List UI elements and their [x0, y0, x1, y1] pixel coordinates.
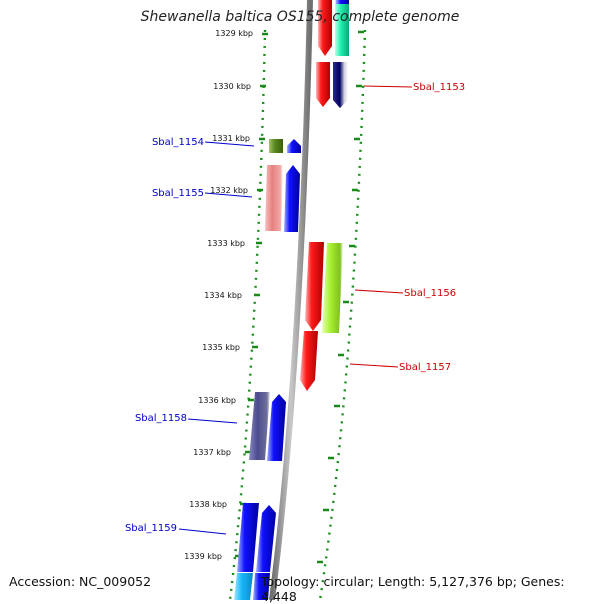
label-leader-line [354, 289, 404, 294]
gene-sbal-1153-region[interactable] [316, 0, 349, 108]
label-leader-line [204, 192, 253, 198]
gene-arrow[interactable] [284, 165, 300, 232]
gene-label-sbal-1159[interactable]: Sbal_1159 [125, 523, 177, 534]
tick-label: 1337 kbp [193, 448, 231, 457]
gene-label-sbal-1158[interactable]: Sbal_1158 [135, 413, 187, 424]
gene-label-sbal-1155[interactable]: Sbal_1155 [152, 188, 204, 199]
tick-label: 1331 kbp [212, 134, 250, 143]
tick-label: 1336 kbp [198, 396, 236, 405]
gene-arrow[interactable] [322, 243, 343, 333]
tick-label: 1329 kbp [215, 29, 253, 38]
gene-arrow-sbal-1157[interactable] [300, 331, 318, 391]
gene-arrow-sbal-1159[interactable] [237, 503, 259, 572]
gene-arrow-sbal-1153[interactable] [333, 62, 348, 108]
gene-arrow[interactable] [234, 573, 253, 600]
tick-label: 1338 kbp [189, 500, 227, 509]
gene-arrow[interactable] [256, 505, 276, 572]
left-track-dotted-line [228, 29, 267, 601]
gene-arrow-sbal-1154[interactable] [269, 139, 283, 153]
tick-label: 1339 kbp [184, 552, 222, 561]
label-leader-line [204, 141, 255, 147]
label-leader-line [187, 418, 238, 424]
gene-arrow[interactable] [253, 573, 270, 600]
tick-label: 1332 kbp [210, 186, 248, 195]
tick-label: 1334 kbp [204, 291, 242, 300]
genome-title: Shewanella baltica OS155, complete genom… [140, 9, 460, 25]
gene-arrow[interactable] [316, 62, 330, 107]
label-leader-line [178, 528, 227, 535]
gene-label-sbal-1154[interactable]: Sbal_1154 [152, 137, 204, 148]
gene-arrow-sbal-1156[interactable] [305, 242, 324, 331]
gene-label-sbal-1153[interactable]: Sbal_1153 [413, 82, 465, 93]
label-leader-line [349, 363, 399, 368]
gene-label-sbal-1157[interactable]: Sbal_1157 [399, 362, 451, 373]
tick-label: 1330 kbp [213, 82, 251, 91]
gene-label-sbal-1156[interactable]: Sbal_1156 [404, 288, 456, 299]
gene-arrow[interactable] [335, 0, 349, 56]
gene-arrow-sbal-1158[interactable] [249, 392, 270, 460]
gene-arrow-sbal-1155[interactable] [265, 165, 283, 231]
genome-axis [269, 0, 313, 601]
gene-arrow[interactable] [336, 0, 349, 4]
tick-label: 1335 kbp [202, 343, 240, 352]
gene-arrow[interactable] [318, 0, 332, 56]
accession-text: Accession: NC_009052 [9, 574, 152, 589]
right-track-dotted-line [318, 29, 367, 601]
gene-arrow[interactable] [287, 139, 301, 153]
gene-arrow[interactable] [267, 394, 286, 461]
tick-label: 1333 kbp [207, 239, 245, 248]
label-leader-line [363, 85, 413, 88]
